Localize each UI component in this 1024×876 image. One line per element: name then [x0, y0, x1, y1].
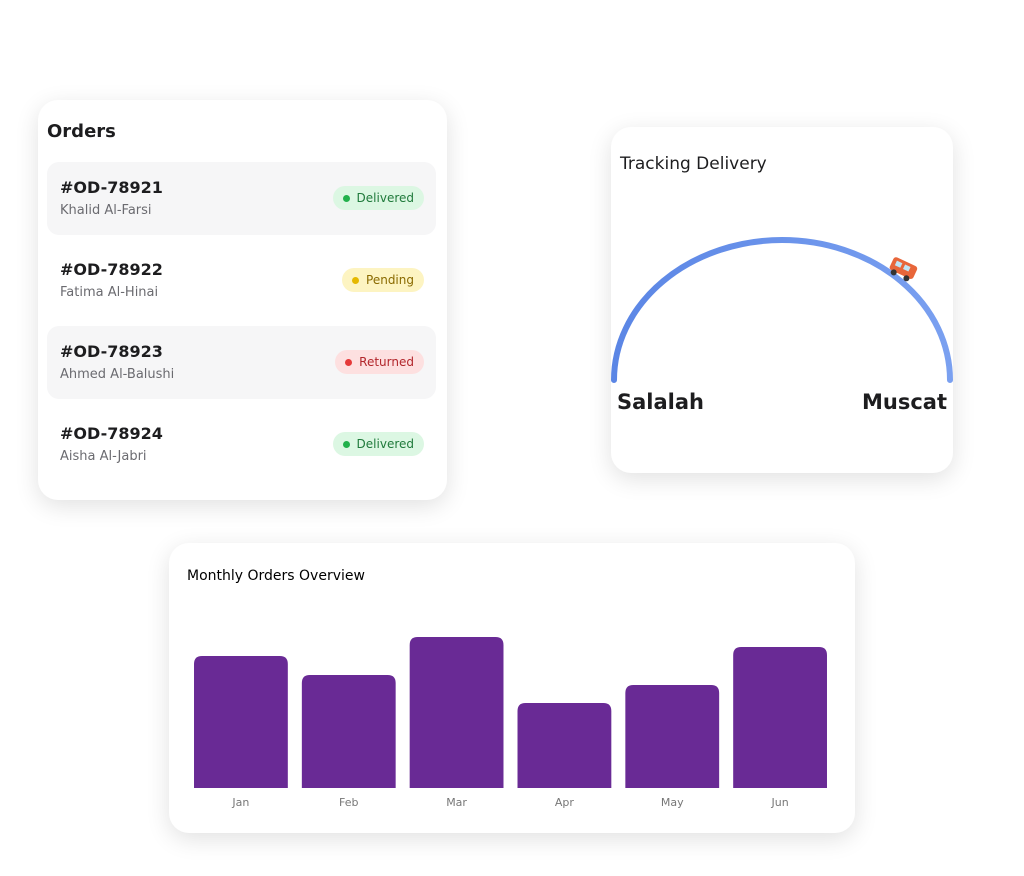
customer-name: Fatima Al-Hinai [60, 285, 159, 300]
truck-icon [889, 257, 918, 282]
customer-name: Ahmed Al-Balushi [60, 367, 175, 382]
order-row[interactable]: #OD-78921 Khalid Al-Farsi Delivered [47, 162, 436, 235]
status-badge: Returned [335, 350, 424, 374]
status-badge: Pending [342, 268, 424, 292]
order-row[interactable]: #OD-78924 Aisha Al-Jabri Delivered [47, 408, 436, 481]
order-row[interactable]: #OD-78922 Fatima Al-Hinai Pending [47, 244, 436, 317]
route-path [611, 237, 953, 383]
orders-card: Orders #OD-78921 Khalid Al-Farsi Deliver… [38, 100, 447, 500]
x-tick-label: Apr [555, 796, 575, 809]
tracking-card: Tracking Delivery Salalah Muscat [611, 127, 953, 473]
status-badge: Delivered [332, 432, 424, 456]
route-arc [611, 237, 953, 383]
orders-title: Orders [47, 121, 116, 142]
bar [733, 647, 827, 788]
customer-name: Khalid Al-Farsi [60, 203, 152, 218]
bar [409, 637, 504, 788]
order-id: #OD-78922 [60, 260, 163, 279]
bar [301, 675, 396, 788]
chart: Monthly Orders Overview Jan Feb Mar Apr May J… [187, 568, 827, 809]
x-tick-label: May [661, 796, 684, 809]
destination: Muscat [861, 390, 947, 414]
bar [194, 656, 288, 788]
x-tick-label: Jun [770, 796, 788, 809]
x-tick-label: Mar [446, 796, 467, 809]
chart-card: Monthly Orders Overview Jan Feb Mar Apr May J… [169, 543, 855, 833]
customer-name: Aisha Al-Jabri [60, 449, 147, 464]
bar [625, 685, 720, 788]
x-tick-label: Feb [339, 796, 358, 809]
order-id: #OD-78923 [60, 342, 163, 361]
x-tick-label: Jan [231, 796, 249, 809]
order-id: #OD-78921 [60, 178, 163, 197]
order-row[interactable]: #OD-78923 Ahmed Al-Balushi Returned [47, 326, 436, 399]
origin: Salalah [617, 390, 704, 414]
bar [517, 703, 612, 788]
chart-title: Monthly Orders Overview [187, 568, 365, 584]
status-badge: Delivered [332, 186, 424, 210]
order-id: #OD-78924 [60, 424, 163, 443]
tracking-title: Tracking Delivery [620, 154, 767, 174]
